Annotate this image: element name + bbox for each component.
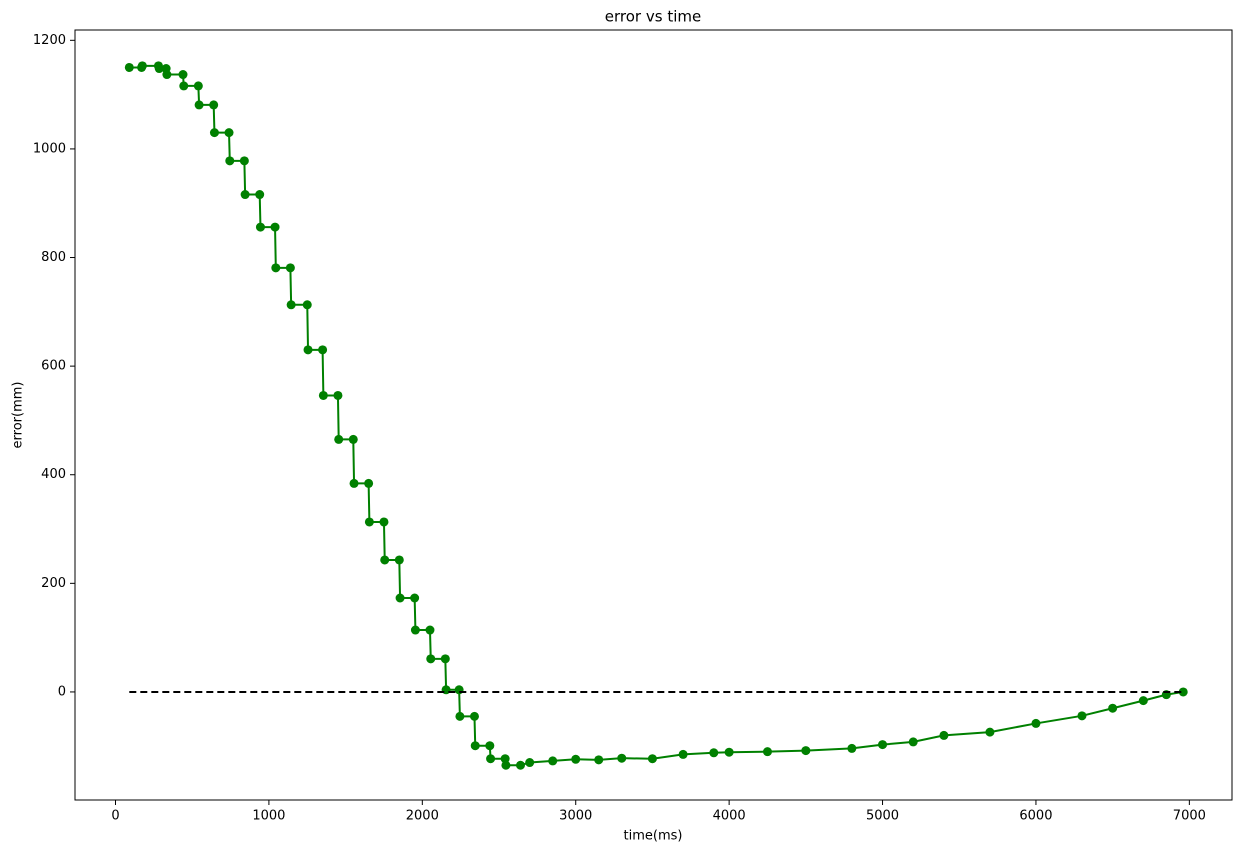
data-point — [364, 517, 374, 527]
data-point — [286, 300, 296, 310]
data-point — [1031, 718, 1041, 728]
data-point — [394, 555, 404, 565]
data-point — [647, 754, 657, 764]
data-point — [548, 756, 558, 766]
data-point — [318, 345, 328, 355]
data-point — [179, 81, 189, 91]
x-tick-label: 7000 — [1173, 809, 1206, 824]
data-point — [515, 760, 525, 770]
data-point — [302, 300, 312, 310]
data-point — [193, 81, 203, 91]
data-point — [425, 625, 435, 635]
data-point — [334, 434, 344, 444]
data-point — [878, 740, 888, 750]
y-tick-label: 0 — [58, 684, 66, 699]
data-point — [525, 758, 535, 768]
data-point — [847, 743, 857, 753]
data-point — [224, 128, 234, 138]
data-point — [501, 760, 511, 770]
data-point — [469, 711, 479, 721]
chart-title: error vs time — [605, 8, 701, 26]
data-point — [240, 190, 250, 200]
data-point — [1108, 703, 1118, 713]
data-point — [801, 746, 811, 756]
data-point — [939, 730, 949, 740]
data-point — [255, 190, 265, 200]
data-point — [1178, 687, 1188, 697]
y-tick-label: 600 — [41, 359, 66, 374]
x-tick-label: 3000 — [559, 809, 592, 824]
y-axis-label: error(mm) — [11, 382, 26, 449]
data-point — [303, 345, 313, 355]
data-point — [1077, 711, 1087, 721]
data-point — [194, 100, 204, 110]
data-point — [333, 390, 343, 400]
data-point — [571, 754, 581, 764]
y-tick-label: 1200 — [33, 33, 66, 48]
data-point — [178, 70, 188, 80]
data-point — [678, 749, 688, 759]
data-point — [364, 478, 374, 488]
data-point — [762, 747, 772, 757]
data-point — [1138, 696, 1148, 706]
data-point — [154, 64, 164, 74]
data-point — [348, 434, 358, 444]
data-point — [724, 747, 734, 757]
x-tick-label: 0 — [111, 809, 119, 824]
data-point — [617, 753, 627, 763]
data-point — [209, 128, 219, 138]
x-axis-label: time(ms) — [624, 829, 683, 844]
y-tick-label: 1000 — [33, 141, 66, 156]
data-point — [285, 263, 295, 273]
data-point — [410, 593, 420, 603]
plot-frame — [74, 29, 1233, 801]
data-point — [349, 478, 359, 488]
x-tick-label: 1000 — [252, 809, 285, 824]
data-point — [426, 654, 436, 664]
data-point — [255, 222, 265, 232]
y-tick-label: 400 — [41, 467, 66, 482]
series-line — [129, 64, 1184, 767]
data-point — [594, 755, 604, 765]
x-tick-label: 2000 — [406, 809, 439, 824]
y-tick-label: 800 — [41, 250, 66, 265]
data-point — [470, 741, 480, 751]
data-point — [485, 741, 495, 751]
data-point — [985, 727, 995, 737]
data-point — [380, 555, 390, 565]
x-tick-label: 4000 — [713, 809, 746, 824]
data-point — [709, 748, 719, 758]
x-tick-label: 5000 — [866, 809, 899, 824]
data-point — [270, 222, 280, 232]
data-point — [137, 61, 147, 71]
data-point — [410, 625, 420, 635]
data-point — [455, 711, 465, 721]
data-point — [271, 263, 281, 273]
data-point — [162, 70, 172, 80]
data-point — [225, 156, 235, 166]
data-point — [209, 100, 219, 110]
data-point — [379, 517, 389, 527]
y-tick-label: 200 — [41, 576, 66, 591]
data-point — [395, 593, 405, 603]
data-point — [486, 754, 496, 764]
data-point — [500, 754, 510, 764]
x-tick-label: 6000 — [1019, 809, 1052, 824]
data-point — [318, 390, 328, 400]
data-point — [908, 737, 918, 747]
data-point — [239, 156, 249, 166]
data-point — [440, 654, 450, 664]
data-point — [124, 62, 134, 72]
